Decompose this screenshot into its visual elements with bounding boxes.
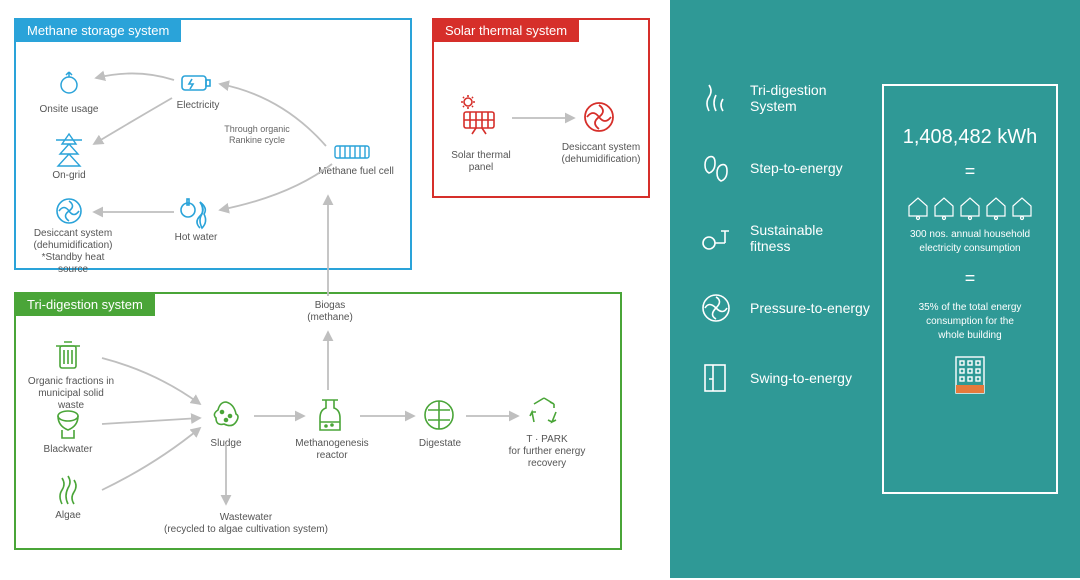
teal-item-step: Step-to-energy: [698, 150, 870, 186]
house-icon: [958, 194, 982, 220]
teal-label: Step-to-energy: [750, 160, 843, 176]
pressure-icon: [698, 290, 734, 326]
stat-line2: 35% of the total energy consumption for …: [894, 301, 1046, 343]
teal-item-fitness: Sustainable fitness: [698, 220, 870, 256]
teal-label: Sustainable fitness: [750, 222, 823, 254]
stat-box: 1,408,482 kWh = 300 nos. annual househol…: [882, 84, 1058, 494]
house-icon: [906, 194, 930, 220]
kwh-value: 1,408,482 kWh: [894, 126, 1046, 149]
stat-line1: 300 nos. annual household electricity co…: [894, 228, 1046, 256]
equals-2: =: [894, 268, 1046, 289]
teal-item-swing: Swing-to-energy: [698, 360, 870, 396]
teal-item-tri: Tri-digestion System: [698, 80, 870, 116]
teal-panel: Tri-digestion System Step-to-energy Sust…: [670, 0, 1080, 578]
teal-label: Swing-to-energy: [750, 370, 852, 386]
swing-icon: [698, 360, 734, 396]
tri-digestion-icon: [698, 80, 734, 116]
house-icon: [1010, 194, 1034, 220]
building-icon: [950, 353, 990, 397]
house-icon: [932, 194, 956, 220]
teal-list: Tri-digestion System Step-to-energy Sust…: [698, 80, 870, 430]
fitness-icon: [698, 220, 734, 256]
houses-row: [894, 194, 1046, 220]
equals-1: =: [894, 161, 1046, 182]
step-icon: [698, 150, 734, 186]
teal-label: Pressure-to-energy: [750, 300, 870, 316]
house-icon: [984, 194, 1008, 220]
teal-item-pressure: Pressure-to-energy: [698, 290, 870, 326]
biogas-arrow: [0, 0, 670, 580]
teal-label: Tri-digestion System: [750, 82, 827, 114]
